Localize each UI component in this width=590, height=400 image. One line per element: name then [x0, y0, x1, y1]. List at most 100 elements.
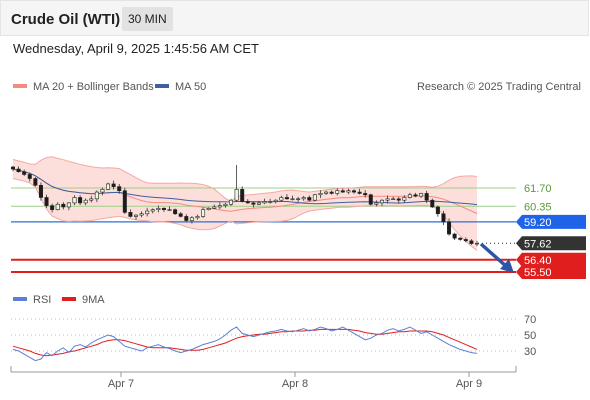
candle: [447, 218, 452, 236]
candle: [50, 203, 55, 213]
candle-body: [33, 178, 38, 186]
rsi-tick-label: 70: [524, 314, 536, 326]
candle: [452, 232, 457, 241]
candle: [307, 195, 312, 202]
price-tag-3: 57.62: [516, 236, 586, 251]
candle: [128, 209, 133, 218]
rsi-line: [12, 326, 478, 362]
candle-body: [229, 199, 234, 205]
candle: [22, 169, 27, 177]
candle: [217, 202, 222, 210]
candle: [27, 172, 32, 182]
timeframe-button[interactable]: 30 MIN: [122, 7, 173, 31]
candle-body: [173, 209, 178, 215]
candle: [435, 205, 440, 217]
legend-label-ma50: MA 50: [175, 81, 206, 93]
candle-body: [307, 197, 312, 201]
candle-body: [379, 199, 384, 204]
candle-body: [184, 216, 189, 221]
candle: [385, 195, 390, 204]
legend-label-rsi: RSI: [33, 294, 51, 306]
candle-body: [189, 217, 194, 221]
x-axis: Apr 7 Apr 8 Apr 9: [10, 366, 517, 390]
forecast-arrow: [479, 242, 514, 273]
candle-body: [374, 202, 379, 205]
bollinger-upper-line: [12, 156, 478, 203]
candle-body: [201, 209, 206, 217]
candle-body: [268, 201, 273, 203]
price-tag-text: 60.35: [524, 201, 552, 213]
candle-body: [419, 193, 424, 197]
candle-body: [402, 197, 407, 201]
candle-body: [340, 190, 345, 193]
candle-body: [22, 171, 27, 175]
candle-body: [424, 193, 429, 201]
price-tag-4: 56.40: [516, 252, 586, 267]
candle-body: [256, 202, 261, 205]
price-tag-box: [516, 265, 586, 279]
candle-body: [312, 194, 317, 201]
candle-body: [139, 213, 144, 216]
candle-body: [100, 189, 105, 193]
candle: [178, 212, 183, 218]
x-label-apr7: Apr 7: [108, 378, 134, 390]
candle: [33, 177, 38, 187]
candle-body: [396, 198, 401, 201]
candle: [290, 195, 295, 201]
candle: [234, 164, 239, 202]
x-label-apr9: Apr 9: [456, 378, 482, 390]
candle: [201, 207, 206, 218]
candle: [424, 190, 429, 204]
x-label-apr8: Apr 8: [282, 378, 308, 390]
candle-body: [206, 208, 211, 210]
price-tag-box: [516, 236, 586, 251]
candle-body: [61, 203, 66, 208]
candle-body: [391, 198, 396, 200]
candlesticks: [11, 164, 479, 247]
candle: [66, 202, 71, 211]
candle-body: [72, 197, 77, 204]
candle: [279, 195, 284, 202]
candle-body: [435, 206, 440, 215]
candle-body: [145, 210, 150, 215]
candle: [173, 208, 178, 215]
candle: [11, 165, 16, 172]
candle-body: [94, 191, 99, 200]
candle-body: [234, 189, 239, 201]
bollinger-bands-area: [13, 156, 477, 251]
candle-body: [357, 191, 362, 194]
candle-body: [273, 199, 278, 202]
candle: [16, 166, 21, 173]
candle-body: [150, 209, 155, 212]
rsi-tick-label: 30: [524, 346, 536, 358]
candle: [240, 186, 245, 203]
candle-body: [133, 214, 138, 217]
candle: [318, 190, 323, 199]
candle-body: [50, 205, 55, 210]
candle-body: [11, 166, 16, 170]
legend-label-9ma: 9MA: [82, 294, 105, 306]
candle-body: [245, 201, 250, 204]
candle: [89, 195, 94, 203]
bollinger-lower-line: [12, 178, 478, 251]
candle-body: [413, 194, 418, 197]
candle: [368, 193, 373, 206]
legend-swatch-rsi: [13, 297, 27, 301]
candle: [145, 207, 150, 217]
candle: [245, 199, 250, 204]
candle: [94, 190, 99, 203]
copyright-text: Research © 2025 Trading Central: [417, 81, 581, 93]
candle-body: [474, 242, 479, 245]
candle: [312, 193, 317, 202]
ma50-line: [12, 168, 478, 206]
chart-datetime: Wednesday, April 9, 2025 1:45:56 AM CET: [13, 41, 259, 56]
candle: [78, 195, 83, 206]
candle-body: [66, 202, 71, 208]
candle-body: [38, 184, 43, 198]
candle: [296, 196, 301, 203]
candle-body: [301, 197, 306, 200]
candle-body: [212, 206, 217, 209]
candle-body: [385, 198, 390, 201]
candle: [106, 182, 111, 191]
